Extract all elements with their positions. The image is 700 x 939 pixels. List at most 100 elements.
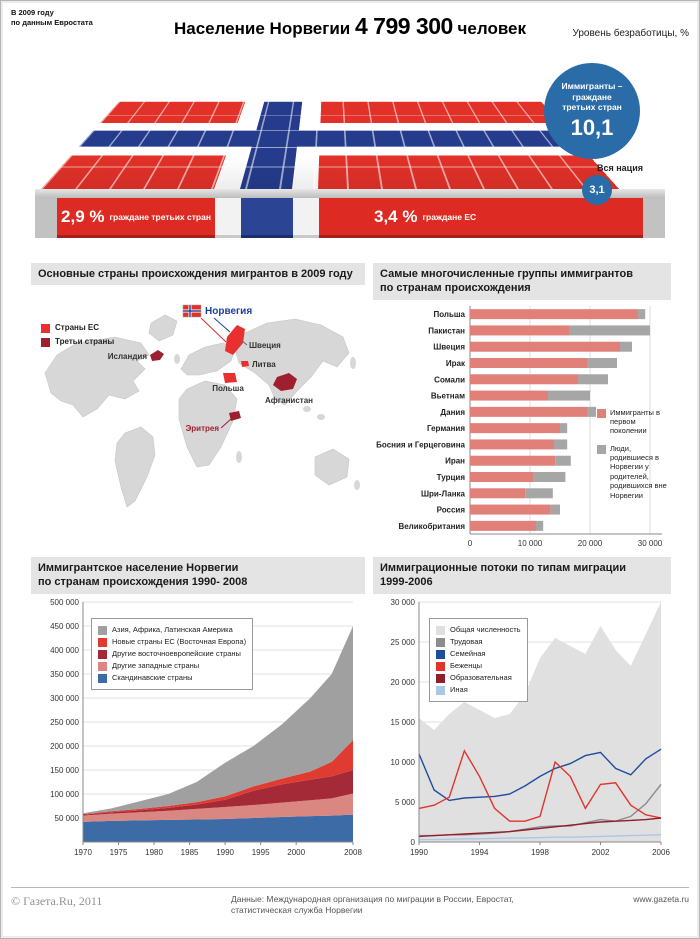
area-panel-title-line2: по странам происхождения 1990- 2008 bbox=[38, 576, 248, 589]
legend-item: Беженцы bbox=[436, 661, 521, 671]
legend-swatch bbox=[436, 673, 445, 683]
footer: © Газета.Ru, 2011 Данные: Международная … bbox=[11, 887, 689, 917]
svg-text:200 000: 200 000 bbox=[50, 742, 79, 751]
area-panel-title: Иммигрантское население Норвегии по стра… bbox=[31, 557, 365, 594]
svg-text:150 000: 150 000 bbox=[50, 766, 79, 775]
norway-flag-3d bbox=[41, 59, 619, 189]
source-note: В 2009 году по данным Евростата bbox=[11, 8, 93, 28]
svg-text:0: 0 bbox=[468, 539, 473, 548]
svg-text:5 000: 5 000 bbox=[395, 798, 416, 807]
svg-text:1975: 1975 bbox=[110, 848, 128, 857]
legend-label: Образовательная bbox=[450, 672, 512, 682]
circle-caption-line1: Иммигранты – bbox=[561, 81, 623, 92]
legend-label: Другие восточноевропейские страны bbox=[112, 648, 241, 658]
data-source-line2: статистическая служба Норвегии bbox=[231, 905, 363, 916]
title-suffix: человек bbox=[457, 19, 527, 38]
flag-platform-edge bbox=[35, 189, 665, 198]
svg-text:Сомали: Сомали bbox=[434, 375, 465, 384]
legend-swatch bbox=[41, 338, 50, 348]
flag-front-cross-white-left bbox=[215, 198, 241, 238]
svg-text:Великобритания: Великобритания bbox=[398, 521, 465, 530]
legend-swatch bbox=[98, 661, 107, 671]
svg-text:1980: 1980 bbox=[145, 848, 163, 857]
legend-label: Семейная bbox=[450, 648, 486, 658]
svg-text:15 000: 15 000 bbox=[391, 718, 416, 727]
page-title: Население Норвегии 4 799 300 человек bbox=[1, 13, 699, 40]
legend-item: Другие западные страны bbox=[98, 661, 246, 671]
legend-swatch bbox=[98, 673, 107, 683]
immigrant-population-panel: Иммигрантское население Норвегии по стра… bbox=[31, 557, 365, 871]
svg-text:350 000: 350 000 bbox=[50, 670, 79, 679]
svg-text:1995: 1995 bbox=[252, 848, 270, 857]
svg-text:Германия: Германия bbox=[427, 424, 465, 433]
unemployment-value-nation: 3,1 bbox=[589, 184, 605, 196]
map-panel-body: Исландия Норвегия Швеция Литва Польша Афганис… bbox=[31, 285, 365, 541]
flag-front-cross-blue bbox=[241, 198, 293, 238]
svg-text:Польша: Польша bbox=[433, 310, 465, 319]
unemployment-value-immigrants: 10,1 bbox=[570, 114, 614, 140]
legend-item: Образовательная bbox=[436, 673, 521, 683]
area-panel-body: 50 000 100 000 150 000 200 000 250 000 300 00… bbox=[31, 594, 365, 860]
svg-text:Иран: Иран bbox=[445, 456, 465, 465]
svg-text:Швеция: Швеция bbox=[433, 342, 465, 351]
svg-text:50 000: 50 000 bbox=[55, 814, 80, 823]
copyright: © Газета.Ru, 2011 bbox=[11, 894, 103, 908]
lines-panel-title-line1: Иммиграционные потоки по типам миграции bbox=[380, 562, 626, 574]
legend-swatch bbox=[436, 661, 445, 671]
bars-panel-body: 0 10 000 20 000 30 000 Польша Пакистан Швеция И… bbox=[373, 300, 671, 550]
svg-text:2000: 2000 bbox=[287, 848, 305, 857]
svg-text:10 000: 10 000 bbox=[518, 539, 543, 548]
legend-swatch bbox=[436, 625, 445, 635]
data-source-line1: Данные: Международная организация по миг… bbox=[231, 894, 514, 904]
population-number: 4 799 300 bbox=[354, 13, 453, 39]
svg-text:1985: 1985 bbox=[181, 848, 199, 857]
legend-item: Люди, родившиеся в Норвегии у родителей,… bbox=[597, 444, 669, 500]
line-chart-legend: Общая численность Трудовая Семейная Беженцы… bbox=[429, 617, 528, 702]
svg-text:Афганистан: Афганистан bbox=[265, 396, 313, 405]
immigrant-population-area-chart: 50 000 100 000 150 000 200 000 250 000 300 00… bbox=[50, 598, 362, 857]
world-map: Исландия Норвегия Швеция Литва Польша Афганис… bbox=[44, 305, 360, 508]
map-legend: Страны ЕС Третьи страны bbox=[41, 321, 114, 351]
legend-label: Третьи страны bbox=[55, 337, 115, 347]
legend-label: Люди, родившиеся в Норвегии у родителей,… bbox=[610, 443, 667, 500]
legend-label: Беженцы bbox=[450, 660, 483, 670]
svg-text:250 000: 250 000 bbox=[50, 718, 79, 727]
legend-swatch bbox=[98, 649, 107, 659]
legend-swatch bbox=[98, 637, 107, 647]
flag-block-grid bbox=[41, 101, 619, 189]
immigrant-groups-panel: Самые многочисленные группы иммигрантов … bbox=[373, 263, 671, 548]
flag-front-cross-white-right bbox=[293, 198, 319, 238]
legend-label: Азия, Африка, Латинская Америка bbox=[112, 624, 233, 634]
immigrant-groups-bar-chart: 0 10 000 20 000 30 000 Польша Пакистан Швеция И… bbox=[376, 305, 663, 548]
legend-item: Трудовая bbox=[436, 637, 521, 647]
svg-text:1998: 1998 bbox=[531, 848, 549, 857]
bars-panel-title-line1: Самые многочисленные группы иммигрантов bbox=[380, 268, 633, 280]
svg-text:Вьетнам: Вьетнам bbox=[431, 391, 465, 400]
svg-text:Босния и Герцеговина: Босния и Герцеговина bbox=[376, 440, 465, 449]
svg-text:500 000: 500 000 bbox=[50, 598, 79, 607]
lines-panel-title: Иммиграционные потоки по типам миграции … bbox=[373, 557, 671, 594]
bar-chart-legend: Иммигранты в первом поколении Люди, родив… bbox=[597, 406, 669, 508]
svg-text:2002: 2002 bbox=[592, 848, 610, 857]
norway-flag-surface bbox=[41, 101, 619, 189]
legend-label: Иммигранты в первом поколении bbox=[610, 407, 661, 436]
legend-label: Новые страны ЕС (Восточная Европа) bbox=[112, 636, 247, 646]
third-country-share-label: граждане третьих стран bbox=[109, 211, 211, 222]
svg-text:30 000: 30 000 bbox=[391, 598, 416, 607]
legend-label: Иная bbox=[450, 684, 468, 694]
svg-text:1970: 1970 bbox=[74, 848, 92, 857]
legend-item: Семейная bbox=[436, 649, 521, 659]
source-note-line1: В 2009 году bbox=[11, 8, 54, 17]
svg-text:Норвегия: Норвегия bbox=[205, 306, 252, 317]
legend-swatch bbox=[597, 408, 606, 418]
third-country-share-value: 2,9 % bbox=[61, 206, 105, 226]
svg-text:Турция: Турция bbox=[437, 473, 466, 482]
unemployment-circle-immigrants: Иммигранты – граждане третьих стран 10,1 bbox=[544, 63, 640, 159]
area-chart-legend: Азия, Африка, Латинская Америка Новые стр… bbox=[91, 617, 254, 690]
legend-item: Третьи страны bbox=[41, 337, 115, 348]
data-source: Данные: Международная организация по миг… bbox=[231, 894, 623, 917]
svg-text:Россия: Россия bbox=[437, 505, 466, 514]
third-country-share-band: 2,9 % граждане третьих стран bbox=[57, 198, 215, 238]
svg-text:30 000: 30 000 bbox=[638, 539, 663, 548]
